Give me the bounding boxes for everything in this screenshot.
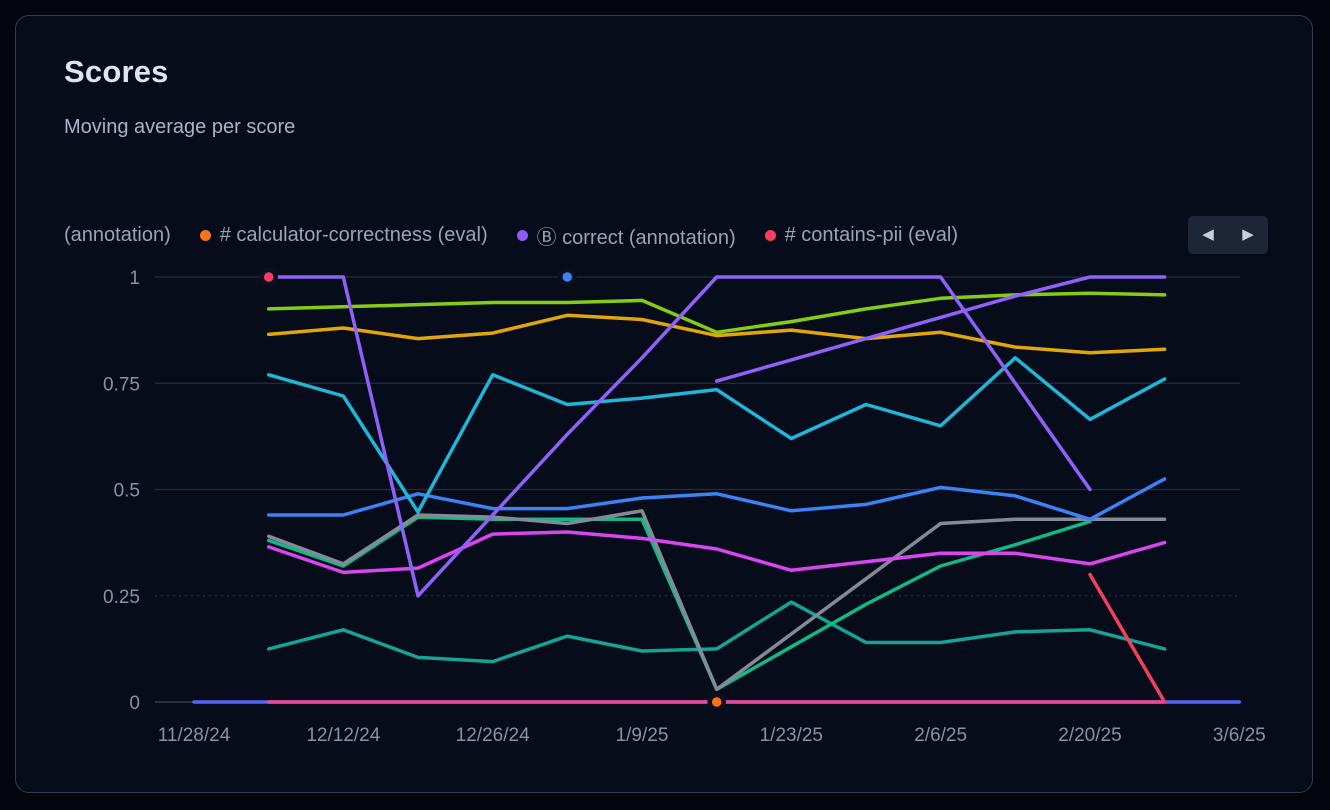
legend-item-label: # contains-pii (eval)	[784, 223, 959, 246]
point-marker--contains-pii-eval-	[259, 267, 278, 287]
legend-item-calculator-correctness[interactable]: # calculator-correctness (eval)	[199, 223, 488, 247]
x-tick-label: 1/23/25	[760, 725, 823, 746]
legend-item-dot-3	[764, 229, 776, 241]
series-line-series-teal-	[266, 600, 1167, 664]
page-title: Scores	[64, 54, 169, 89]
x-tick-label: 12/12/24	[306, 725, 380, 746]
x-tick-label: 12/26/24	[456, 725, 530, 746]
legend-item-label: Ⓑ correct (annotation)	[536, 226, 736, 249]
series-line-series-magenta-	[266, 530, 1167, 575]
legend-item-label: # calculator-correctness (eval)	[219, 223, 488, 246]
legend-item-annotation[interactable]: (annotation)	[64, 224, 171, 247]
y-tick-label: 0.75	[103, 374, 140, 395]
y-tick-label: 0.5	[114, 481, 140, 502]
series-line--contains-pii-eval-	[1088, 572, 1167, 704]
y-tick-label: 1	[129, 268, 140, 289]
legend-prev-button[interactable]: ◀	[1202, 226, 1214, 243]
legend-item-label: (annotation)	[64, 223, 171, 246]
scores-card: Scores Moving average per score (annotat…	[15, 15, 1313, 793]
x-tick-label: 3/6/25	[1213, 725, 1266, 746]
legend-item-correct-annotation[interactable]: Ⓑ correct (annotation)	[516, 221, 736, 250]
chart-legend: (annotation) # calculator-correctness (e…	[64, 215, 1268, 255]
legend-item-contains-pii[interactable]: # contains-pii (eval)	[764, 223, 959, 247]
y-tick-label: 0	[129, 693, 140, 714]
point-marker-series-blue-	[558, 267, 577, 287]
series-line--correct-annotation-	[266, 275, 1092, 598]
page-subtitle: Moving average per score	[64, 116, 296, 138]
point-marker--calculator-correctness-eval-	[707, 692, 726, 712]
y-tick-label: 0.25	[103, 587, 140, 608]
x-tick-label: 11/28/24	[158, 725, 231, 746]
legend-next-button[interactable]: ▶	[1242, 226, 1254, 243]
series-line-series-blue-	[266, 477, 1167, 522]
legend-item-dot-2	[516, 229, 528, 241]
x-tick-label: 2/6/25	[914, 725, 967, 746]
series-line-series-gray-	[266, 509, 1167, 692]
series-line-series-gold-	[266, 313, 1167, 355]
x-tick-label: 1/9/25	[616, 725, 669, 746]
series-line-series-cyan-	[266, 356, 1167, 514]
legend-pager: ◀ ▶	[1188, 216, 1268, 254]
legend-item-dot-1	[199, 229, 211, 241]
x-tick-label: 2/20/25	[1058, 725, 1121, 746]
series-line-series-lime-	[266, 291, 1167, 335]
series-line-series-purple-2-	[714, 275, 1167, 383]
